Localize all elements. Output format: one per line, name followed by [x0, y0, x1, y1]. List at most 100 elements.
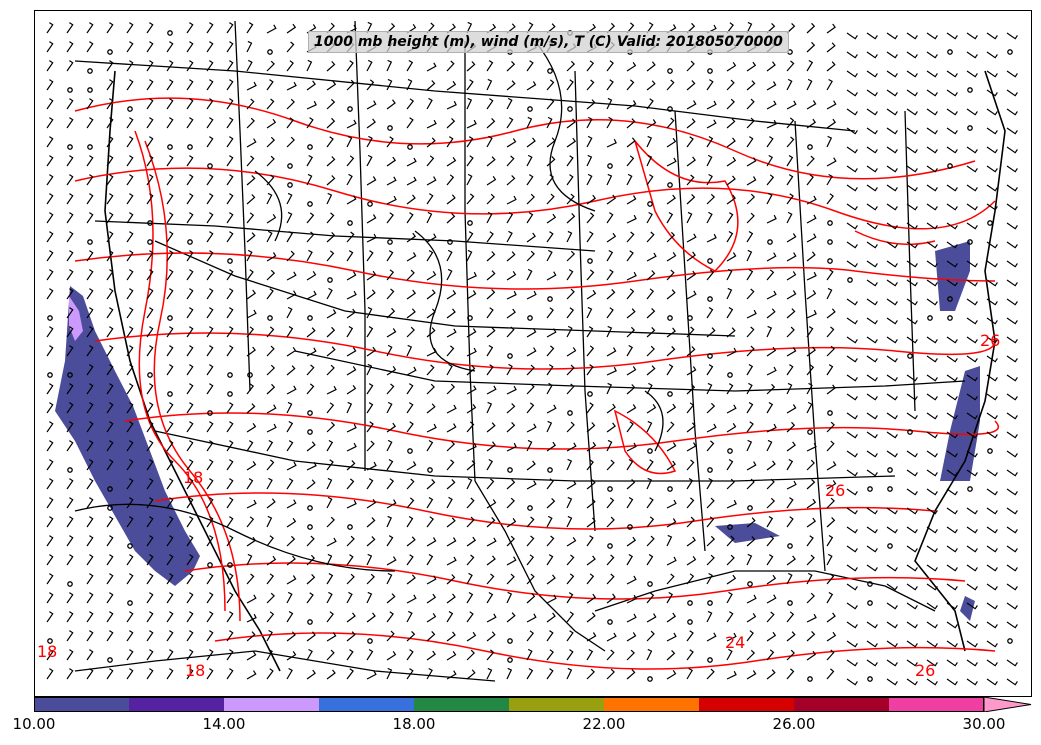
wind-barb — [286, 230, 294, 243]
wind-barb — [446, 80, 457, 91]
wind-barb — [66, 269, 74, 281]
wind-barb — [946, 355, 958, 363]
wind-barb — [106, 231, 114, 243]
wind-barb — [506, 270, 517, 281]
wind-barb — [806, 155, 815, 167]
wind-barb — [546, 630, 554, 642]
wind-barb — [686, 211, 693, 224]
wind-barb — [826, 631, 837, 642]
wind-barb — [466, 536, 477, 547]
wind-barb — [526, 212, 534, 224]
wind-barb — [666, 194, 676, 205]
wind-barb — [886, 165, 898, 173]
wind-barb — [566, 554, 575, 566]
wind-barb — [846, 678, 858, 686]
wind-barb — [1006, 412, 1018, 420]
wind-barb — [1006, 621, 1018, 629]
wind-barb — [566, 496, 573, 509]
wind-barb — [606, 668, 615, 680]
atlantic-shading-south — [940, 366, 980, 481]
wind-barb — [286, 136, 295, 148]
wind-barb — [926, 203, 938, 211]
wind-barb — [286, 575, 297, 585]
wind-barb — [626, 669, 636, 680]
wind-barb — [606, 459, 615, 471]
wind-barb — [446, 610, 454, 623]
wind-barb — [546, 574, 556, 585]
wind-barb — [266, 192, 273, 205]
wind-barb — [666, 289, 676, 300]
wind-barb — [646, 477, 653, 490]
wind-barb — [46, 60, 54, 72]
wind-barb — [926, 298, 938, 306]
wind-barb — [306, 441, 316, 452]
wind-barb — [166, 535, 174, 547]
wind-barb — [946, 469, 958, 477]
wind-barb — [626, 326, 636, 338]
wind-barb — [626, 496, 634, 509]
wind-barb — [406, 252, 417, 262]
wind-barb — [946, 602, 958, 610]
wind-barb — [346, 591, 353, 604]
wind-barb — [46, 41, 54, 53]
calm-marker — [827, 258, 833, 264]
wind-barb — [506, 556, 517, 566]
wind-barb — [586, 116, 593, 129]
wind-barb — [566, 230, 573, 243]
wind-barb — [46, 668, 54, 680]
wind-barb — [846, 127, 858, 135]
wind-barb — [866, 469, 878, 477]
calm-marker — [167, 315, 173, 321]
wind-barb — [106, 592, 114, 604]
pacific-shading — [55, 286, 200, 586]
wind-barb — [666, 499, 677, 509]
wind-barb — [346, 535, 355, 547]
map-title: 1000 mb height (m), wind (m/s), T (C) Va… — [308, 31, 789, 53]
wind-barb — [706, 572, 713, 585]
wind-barb — [726, 347, 737, 357]
wind-barb — [606, 382, 613, 395]
wind-barb — [86, 41, 94, 53]
wind-barb — [766, 515, 774, 528]
wind-barb — [466, 442, 477, 452]
wind-barb — [926, 374, 938, 382]
wind-barb — [366, 498, 377, 509]
wind-barb — [86, 668, 94, 680]
wind-barb — [526, 439, 533, 452]
wind-barb — [646, 307, 656, 319]
wind-barb — [286, 499, 297, 509]
wind-barb — [586, 154, 593, 167]
wind-barb — [226, 478, 234, 490]
wind-barb — [46, 174, 54, 186]
wind-barb — [826, 384, 836, 395]
wind-barb — [106, 364, 114, 376]
wind-barb — [706, 154, 713, 167]
wind-barb — [846, 298, 858, 306]
wind-barb — [186, 79, 194, 91]
wind-barb — [586, 326, 594, 338]
calm-marker — [367, 638, 373, 644]
wind-barb — [626, 344, 634, 357]
wind-barb — [766, 478, 775, 490]
wind-barb — [606, 325, 613, 338]
wind-barb — [926, 355, 938, 363]
wind-barb — [146, 98, 154, 110]
wind-barb — [286, 385, 297, 395]
wind-barb — [246, 403, 256, 414]
wind-barb — [266, 136, 276, 148]
wind-barb — [426, 137, 436, 148]
wind-barb — [566, 667, 573, 680]
wind-barb — [966, 70, 978, 78]
wind-barb — [106, 535, 114, 547]
wind-barb — [666, 460, 676, 471]
wind-barb — [766, 61, 776, 72]
wind-barb — [966, 317, 978, 325]
wind-barb — [846, 203, 858, 211]
calm-marker — [947, 296, 953, 302]
wind-barb — [66, 383, 74, 395]
calm-marker — [827, 220, 833, 226]
wind-barb — [826, 440, 835, 452]
wind-barb — [86, 269, 94, 281]
wind-barb — [686, 326, 695, 338]
wind-barb — [466, 497, 475, 509]
